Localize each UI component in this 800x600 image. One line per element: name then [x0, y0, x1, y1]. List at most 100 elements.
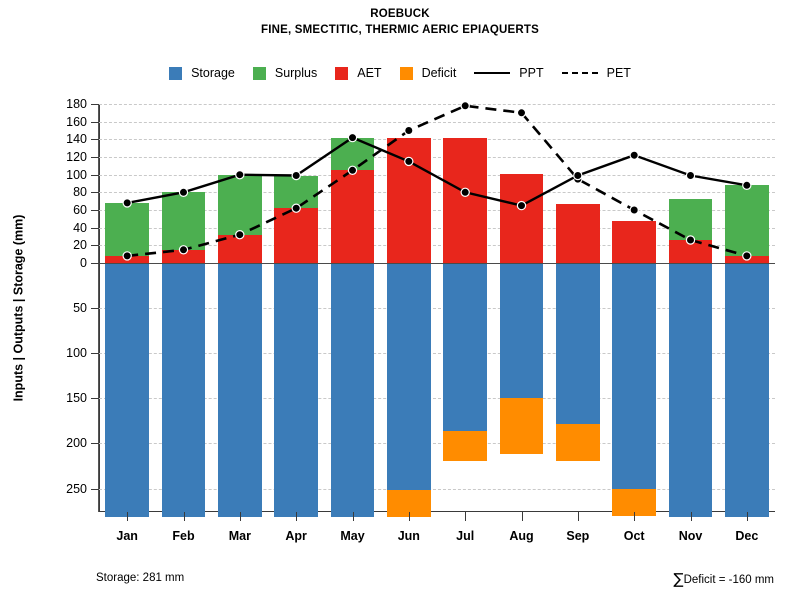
- x-tick: [239, 512, 241, 521]
- gridline: [99, 398, 775, 400]
- y-tick: [91, 353, 99, 355]
- data-point-pet: [122, 251, 132, 261]
- bar-segment-storage: [443, 263, 488, 431]
- x-tick-label-apr: Apr: [285, 529, 307, 543]
- data-point-pet: [291, 203, 301, 213]
- bar-segment-aet: [443, 137, 488, 263]
- bar-segment-storage: [161, 263, 206, 517]
- y-tick-label: 0: [80, 256, 87, 270]
- gridline: [99, 139, 775, 141]
- x-tick: [465, 512, 467, 521]
- legend-label-surplus: Surplus: [274, 66, 318, 80]
- legend-item-storage[interactable]: Storage: [169, 66, 235, 80]
- gridline: [99, 227, 775, 229]
- gridline: [99, 104, 775, 105]
- data-point-pet: [178, 245, 189, 255]
- y-tick: [91, 157, 99, 158]
- data-point-ppt: [178, 187, 189, 198]
- data-point-ppt: [742, 180, 752, 191]
- y-axis-line: [98, 104, 99, 512]
- data-point-ppt: [122, 198, 132, 208]
- gridline: [99, 308, 775, 310]
- gridline: [99, 245, 775, 247]
- bar-segment-aet: [555, 203, 600, 263]
- data-point-pet: [742, 251, 752, 261]
- legend-item-aet[interactable]: AET: [335, 66, 382, 80]
- data-point-ppt: [235, 169, 245, 180]
- y-tick: [91, 104, 99, 105]
- line-series-layer: [122, 101, 752, 261]
- bar-segment-aet: [274, 208, 319, 263]
- bar-segment-storage: [386, 263, 431, 491]
- y-tick-label: 180: [66, 97, 87, 111]
- x-tick: [183, 512, 185, 521]
- y-tick-label: 60: [73, 203, 87, 217]
- legend-item-surplus[interactable]: Surplus: [252, 66, 318, 80]
- x-tick-label-jun: Jun: [397, 529, 420, 543]
- bar-segment-surplus: [274, 175, 319, 209]
- bar-segment-storage: [274, 263, 319, 517]
- x-tick-label-nov: Nov: [678, 529, 703, 543]
- line-ppt: [126, 136, 748, 207]
- legend-item-deficit[interactable]: Deficit: [399, 66, 457, 80]
- title-line-2: FINE, SMECTITIC, THERMIC AERIC EPIAQUERT…: [260, 24, 540, 36]
- y-tick: [91, 210, 99, 211]
- legend-label-deficit: Deficit: [421, 66, 457, 80]
- legend-swatch-surplus-icon: [252, 66, 266, 80]
- y-tick: [91, 192, 99, 194]
- data-point-ppt: [347, 132, 358, 143]
- data-point-pet: [629, 205, 639, 215]
- x-tick: [746, 512, 748, 521]
- legend-label-pet: PET: [606, 66, 631, 80]
- bar-segment-aet: [612, 220, 657, 263]
- legend-item-pet[interactable]: PET: [561, 66, 631, 80]
- gridline: [99, 443, 775, 445]
- x-tick: [127, 512, 129, 521]
- bar-segment-storage: [217, 263, 262, 517]
- gridline: [99, 121, 775, 123]
- gridline: [99, 192, 775, 194]
- y-axis: 0 20 40 60 80 100 120 140 160 180 50 100 150 200 250: [0, 97, 99, 512]
- y-tick-label: 140: [66, 132, 87, 147]
- data-point-pet: [347, 165, 358, 176]
- x-tick: [577, 512, 579, 521]
- gridline: [99, 353, 775, 355]
- x-tick-label-sep: Sep: [566, 529, 590, 543]
- bar-segment-deficit: [612, 488, 657, 517]
- x-tick: [296, 512, 298, 521]
- bar-segment-storage: [330, 263, 375, 517]
- sigma-symbol: ∑: [673, 570, 684, 588]
- bar-segment-storage: [105, 263, 150, 517]
- title-line-1: ROEBUCK: [370, 8, 430, 20]
- bar-segment-storage: [612, 263, 657, 489]
- data-point-pet: [685, 235, 696, 245]
- gridline: [99, 157, 775, 158]
- bar-segment-deficit: [555, 423, 600, 461]
- bar-segment-surplus: [105, 202, 150, 256]
- x-tick: [408, 512, 410, 521]
- x-tick-label-dec: Dec: [735, 529, 759, 543]
- bar-segment-deficit: [443, 430, 488, 462]
- legend-label-ppt: PPT: [519, 66, 544, 80]
- x-tick: [634, 512, 636, 521]
- x-tick-label-jul: Jul: [456, 529, 475, 543]
- legend-swatch-aet-icon: [335, 66, 349, 80]
- bar-segment-aet: [161, 249, 206, 263]
- bar-segment-storage: [499, 263, 544, 399]
- legend-item-ppt[interactable]: PPT: [474, 66, 544, 80]
- y-tick: [91, 174, 99, 176]
- bar-segment-storage: [724, 263, 769, 517]
- x-tick-label-may: May: [340, 529, 365, 543]
- y-tick-label: 80: [73, 185, 87, 200]
- legend-swatch-storage-icon: [169, 66, 183, 80]
- y-tick: [91, 443, 99, 445]
- legend-label-aet: AET: [357, 66, 382, 80]
- y-tick: [91, 139, 99, 141]
- data-point-ppt: [404, 156, 414, 167]
- data-point-ppt: [460, 187, 470, 198]
- y-tick-label: 200: [66, 436, 87, 451]
- bar-segment-aet: [499, 173, 544, 263]
- bar-segment-aet: [330, 170, 375, 263]
- x-tick-label-feb: Feb: [172, 529, 195, 543]
- y-tick-label: 20: [73, 238, 87, 253]
